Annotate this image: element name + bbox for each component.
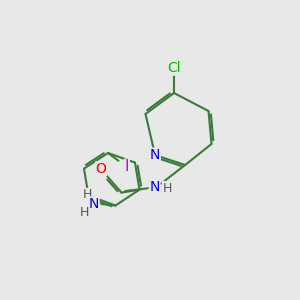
Text: N: N [149,180,160,194]
Text: N: N [89,197,99,211]
Text: H: H [82,188,92,202]
Text: N: N [150,148,160,162]
Text: O: O [96,162,106,176]
Text: Cl: Cl [167,61,181,75]
Text: I: I [125,159,129,174]
Text: H: H [80,206,89,219]
Text: H: H [162,182,172,195]
